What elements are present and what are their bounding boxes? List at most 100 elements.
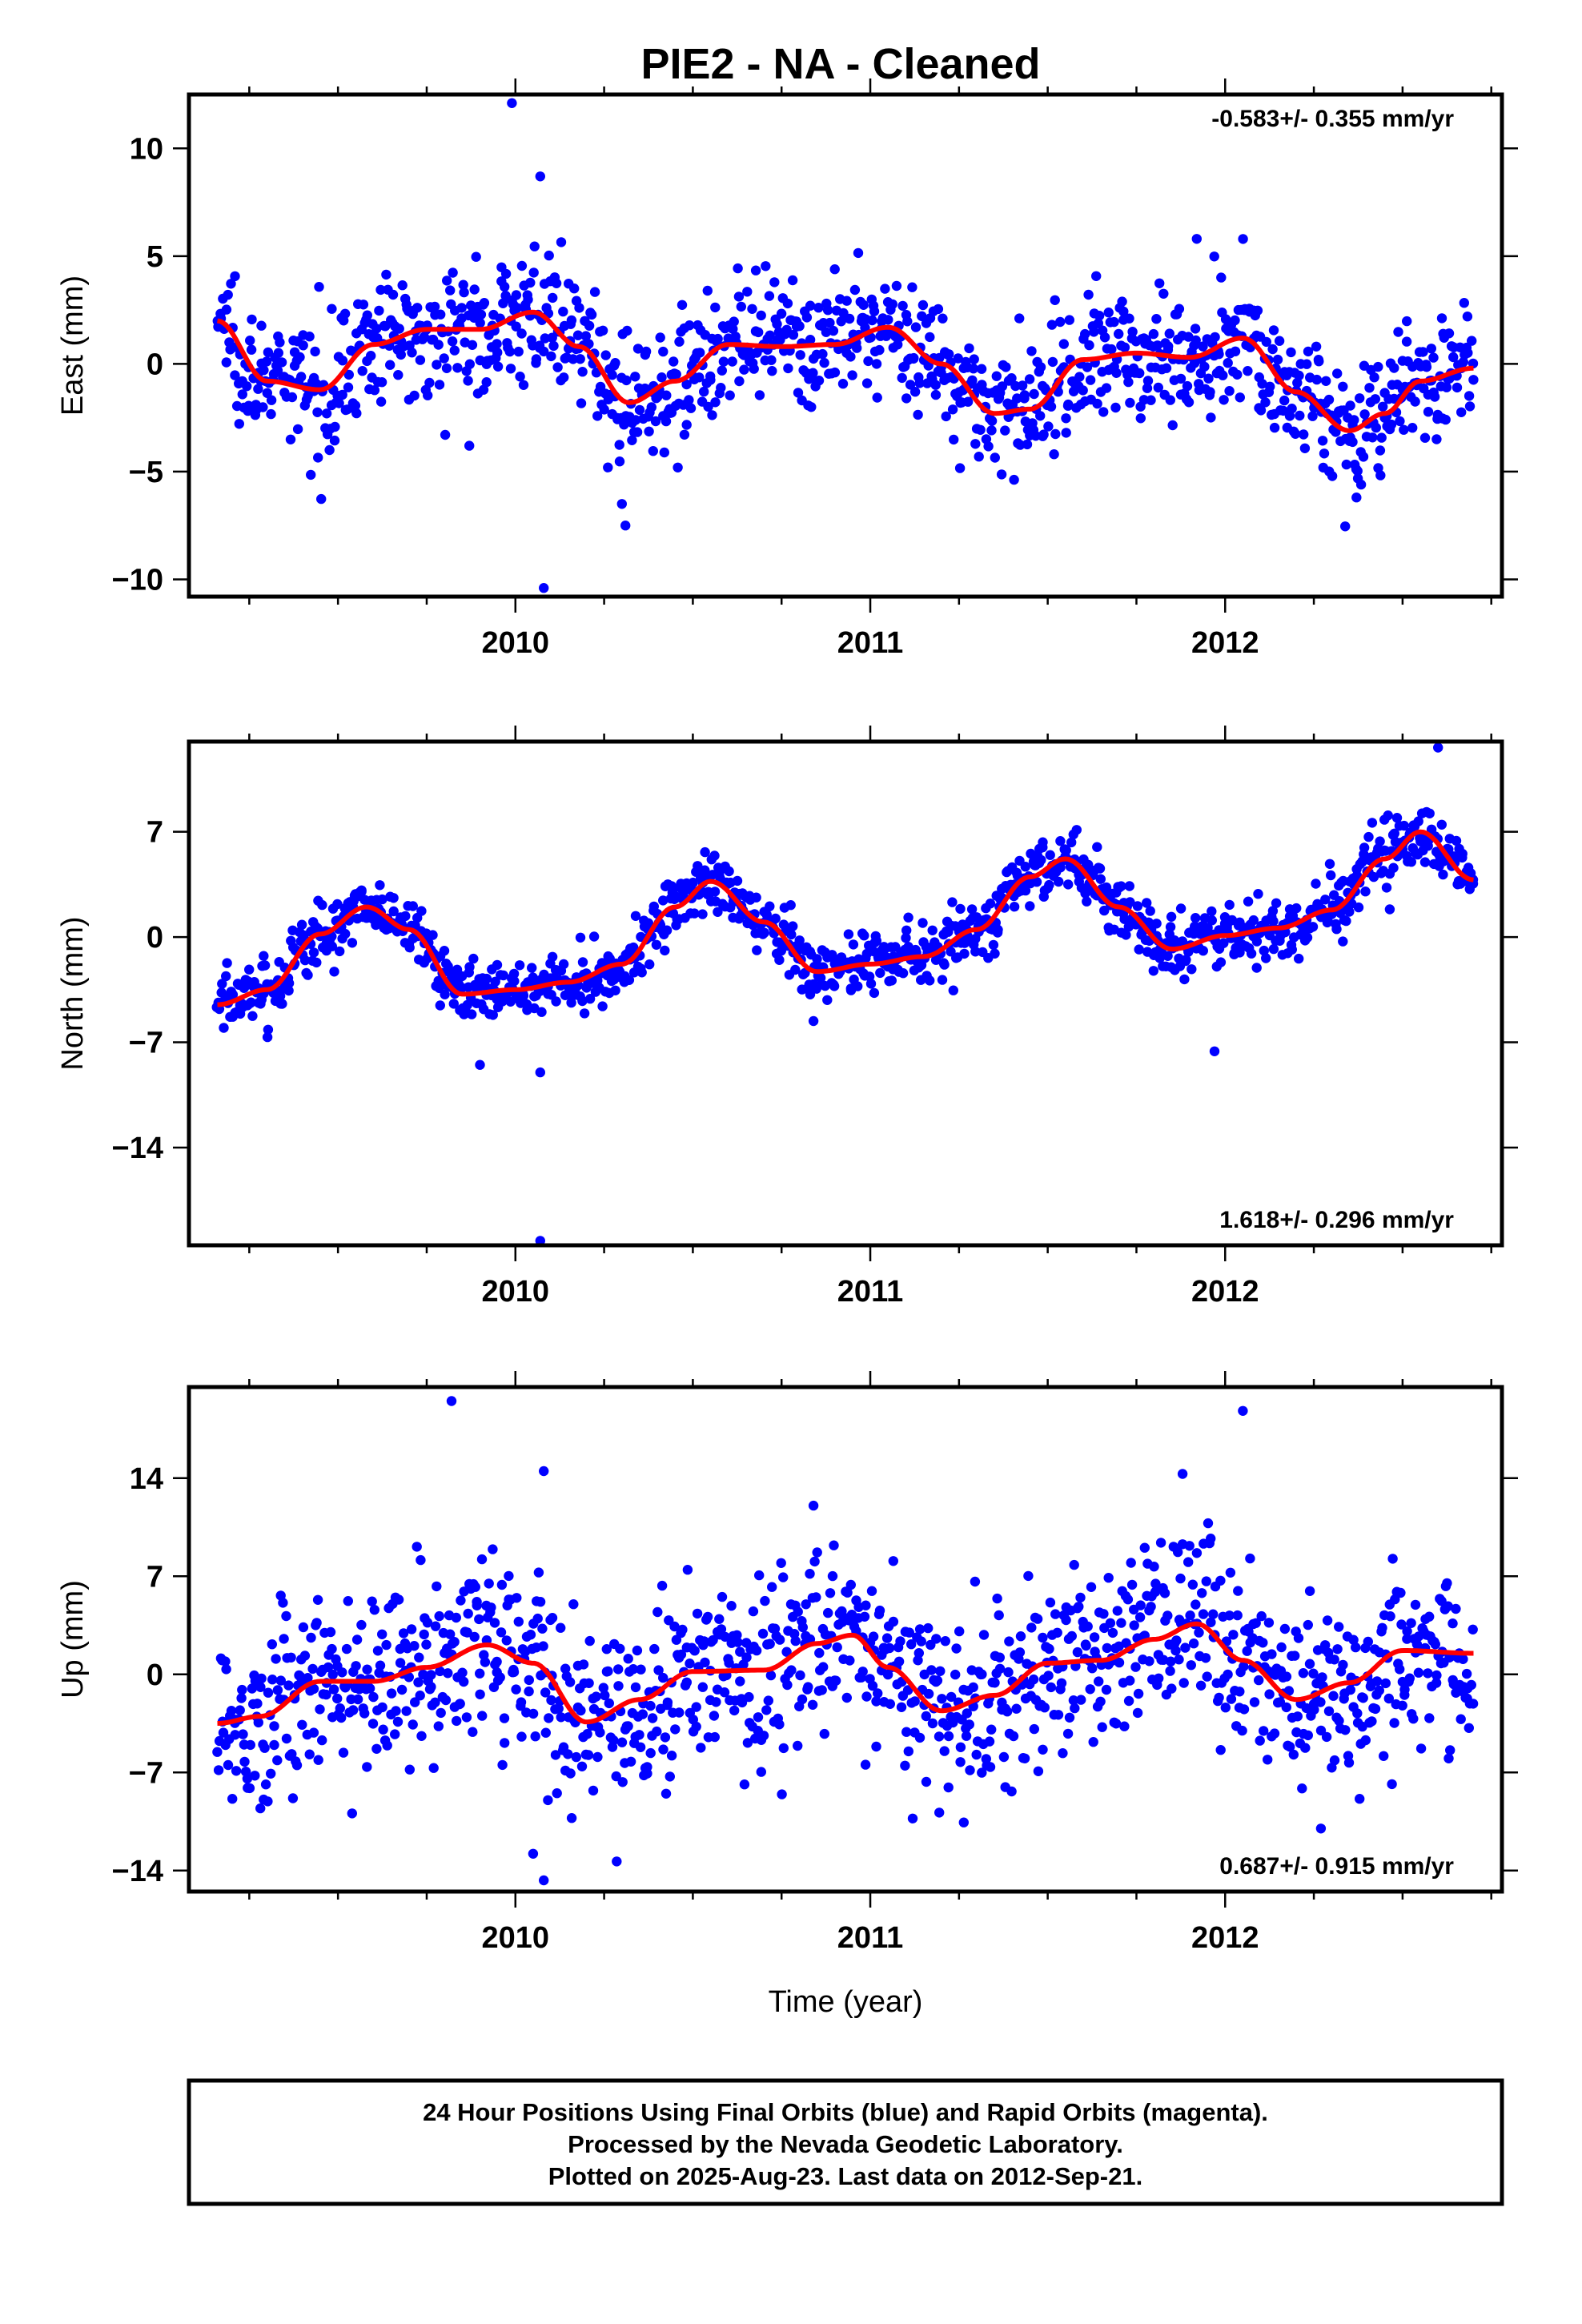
up-data-point bbox=[1046, 1682, 1057, 1693]
north-data-point bbox=[630, 911, 641, 922]
up-data-point bbox=[336, 1712, 347, 1723]
east-data-point bbox=[1299, 443, 1311, 453]
north-data-point bbox=[859, 931, 869, 941]
north-data-point bbox=[1251, 963, 1262, 973]
east-data-point bbox=[1183, 332, 1194, 342]
east-data-point bbox=[1463, 348, 1473, 358]
east-data-point bbox=[433, 340, 444, 350]
east-data-point bbox=[1123, 376, 1134, 388]
up-data-point bbox=[1402, 1634, 1412, 1644]
up-data-point bbox=[287, 1793, 299, 1803]
east-data-point bbox=[316, 493, 327, 505]
up-data-point bbox=[1245, 1553, 1255, 1564]
up-data-point bbox=[1088, 1737, 1098, 1747]
east-data-point bbox=[679, 429, 690, 440]
east-data-point bbox=[801, 312, 813, 323]
up-outlier-point bbox=[1443, 1753, 1454, 1763]
up-data-point bbox=[662, 1699, 673, 1711]
up-data-point bbox=[468, 1727, 478, 1737]
east-data-point bbox=[459, 287, 469, 298]
up-data-point bbox=[524, 1686, 534, 1697]
up-data-point bbox=[658, 1744, 669, 1755]
up-data-point bbox=[1329, 1755, 1340, 1766]
east-data-point bbox=[1026, 346, 1037, 356]
up-data-point bbox=[1317, 1672, 1327, 1683]
east-data-point bbox=[1373, 361, 1383, 372]
up-data-point bbox=[455, 1699, 465, 1709]
up-data-point bbox=[260, 1779, 271, 1790]
east-data-point bbox=[949, 434, 959, 445]
east-data-point bbox=[358, 300, 369, 310]
east-data-point bbox=[1038, 429, 1049, 440]
up-data-point bbox=[1239, 1661, 1249, 1672]
north-data-point bbox=[970, 947, 981, 957]
up-data-point bbox=[1445, 1745, 1456, 1755]
east-data-point bbox=[695, 348, 705, 358]
north-data-point bbox=[1259, 945, 1270, 956]
up-data-point bbox=[914, 1732, 926, 1743]
up-data-point bbox=[1089, 1632, 1100, 1642]
north-data-point bbox=[388, 906, 399, 917]
up-data-point bbox=[1166, 1656, 1176, 1667]
north-data-point bbox=[651, 939, 662, 951]
up-data-point bbox=[1198, 1609, 1209, 1619]
east-data-point bbox=[1423, 407, 1434, 417]
up-data-point bbox=[1220, 1703, 1231, 1713]
east-data-point bbox=[673, 462, 683, 472]
east-data-point bbox=[511, 290, 522, 300]
up-data-point bbox=[1269, 1728, 1280, 1739]
up-data-point bbox=[1292, 1711, 1303, 1722]
up-data-point bbox=[1178, 1678, 1189, 1688]
up-data-point bbox=[932, 1675, 943, 1686]
up-data-point bbox=[367, 1719, 379, 1729]
east-data-point bbox=[243, 400, 254, 411]
east-data-point bbox=[1190, 324, 1201, 334]
up-data-point bbox=[913, 1648, 925, 1659]
up-data-point bbox=[921, 1776, 932, 1787]
east-data-point bbox=[1089, 327, 1099, 337]
up-data-point bbox=[1074, 1602, 1084, 1612]
up-data-point bbox=[230, 1730, 240, 1740]
up-data-point bbox=[829, 1540, 839, 1550]
east-data-point bbox=[1332, 368, 1343, 379]
east-data-point bbox=[295, 352, 305, 363]
up-data-point bbox=[774, 1719, 785, 1730]
north-data-point bbox=[947, 897, 958, 907]
east-data-point bbox=[813, 376, 825, 386]
up-data-point bbox=[1408, 1714, 1419, 1724]
north-data-point bbox=[246, 997, 256, 1007]
up-data-point bbox=[623, 1721, 633, 1731]
up-data-point bbox=[765, 1638, 775, 1649]
up-data-point bbox=[1377, 1622, 1387, 1634]
up-data-point bbox=[463, 1608, 473, 1619]
up-data-point bbox=[291, 1760, 303, 1771]
east-outlier-point bbox=[1191, 234, 1203, 244]
east-data-point bbox=[887, 299, 898, 310]
north-data-point bbox=[1186, 964, 1197, 975]
up-data-point bbox=[994, 1610, 1004, 1621]
east-data-point bbox=[1024, 374, 1035, 384]
up-data-point bbox=[635, 1742, 646, 1752]
up-data-point bbox=[674, 1707, 685, 1718]
east-data-point bbox=[1401, 336, 1412, 347]
up-data-point bbox=[1343, 1757, 1355, 1768]
east-fit-curve bbox=[216, 309, 1474, 433]
east-data-point bbox=[713, 333, 723, 344]
north-points bbox=[211, 742, 1479, 1245]
east-data-point bbox=[516, 260, 528, 271]
up-data-point bbox=[645, 1700, 656, 1711]
up-data-point bbox=[476, 1554, 488, 1565]
east-data-point bbox=[1267, 344, 1278, 355]
up-data-point bbox=[428, 1763, 439, 1773]
east-data-point bbox=[1110, 402, 1121, 413]
east-data-point bbox=[448, 267, 458, 278]
up-data-point bbox=[1180, 1642, 1191, 1653]
east-data-point bbox=[990, 452, 1001, 463]
east-data-point bbox=[1078, 385, 1088, 396]
north-data-point bbox=[966, 904, 978, 915]
east-data-point bbox=[661, 416, 672, 427]
east-data-point bbox=[1347, 436, 1358, 448]
east-data-point bbox=[991, 371, 1002, 381]
up-data-point bbox=[1464, 1723, 1475, 1733]
up-y-tick-label: 14 bbox=[130, 1462, 163, 1496]
